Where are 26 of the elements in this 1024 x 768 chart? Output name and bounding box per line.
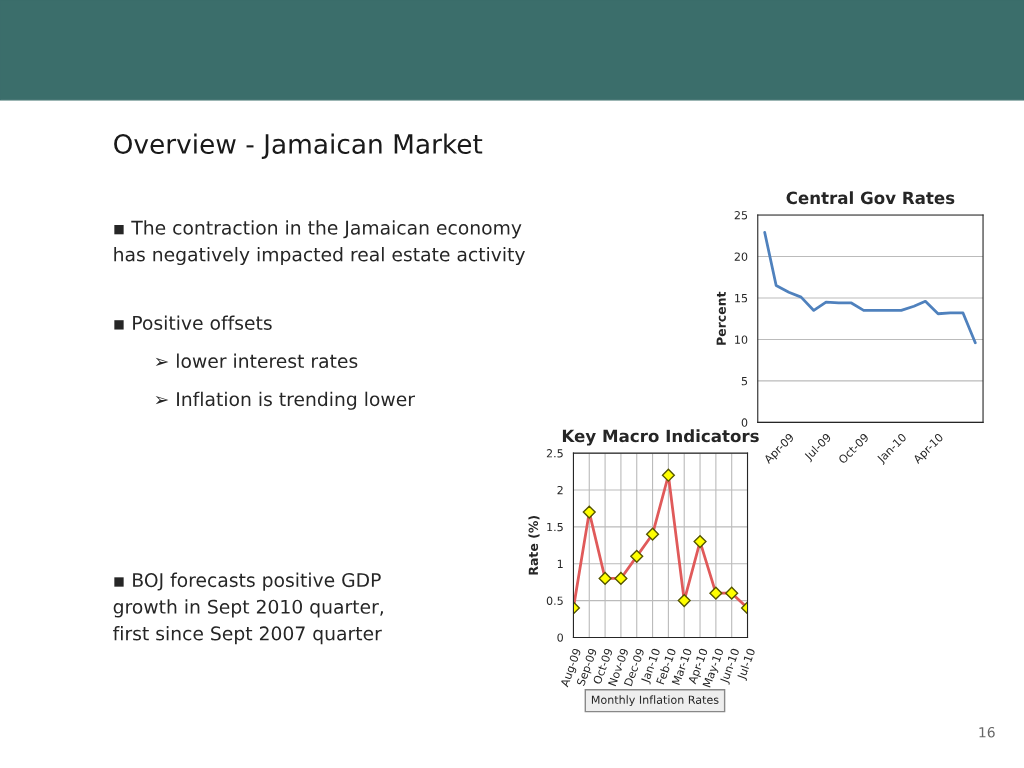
text: ▪ Positive offsets (114, 315, 272, 331)
y-tick-label: 15 (735, 294, 748, 303)
text: ➢ lower interest rates (155, 353, 358, 369)
x-tick-label: Jul-10 (736, 647, 758, 681)
y-tick-label: 0.5 (546, 596, 563, 605)
y-tick-label: 10 (735, 335, 748, 344)
y-tick-label: 2.5 (546, 449, 563, 458)
y-axis-title: Rate (%) (528, 515, 540, 575)
y-tick-label: 20 (734, 252, 748, 261)
y-tick-label: 25 (734, 211, 748, 220)
y-tick-label: 0 (741, 418, 748, 427)
y-tick-label: 2 (557, 485, 563, 495)
y-tick-label: 1.5 (547, 522, 563, 532)
text: ▪ The contraction in the Jamaican economy has negatively impacted real estate activity (114, 220, 525, 266)
text: ➢ Inflation is trending lower (155, 391, 415, 410)
text: Monthly Inflation Rates (591, 695, 719, 707)
line-series (763, 231, 977, 345)
y-axis-title: Percent (716, 291, 726, 345)
y-tick-label: 5 (741, 377, 748, 386)
text: Overview - Jamaican Market (114, 133, 483, 159)
chart-title: Key Macro Indicators (562, 429, 759, 446)
text: 16 (979, 726, 995, 738)
y-tick-label: 1 (557, 559, 563, 568)
chart-title: Central Gov Rates (786, 191, 955, 205)
y-tick-label: 0 (557, 633, 563, 642)
text: ▪ BOJ forecasts positive GDP growth in Sept 2010 quarter, first since Sept 2007 quarter (113, 572, 383, 645)
